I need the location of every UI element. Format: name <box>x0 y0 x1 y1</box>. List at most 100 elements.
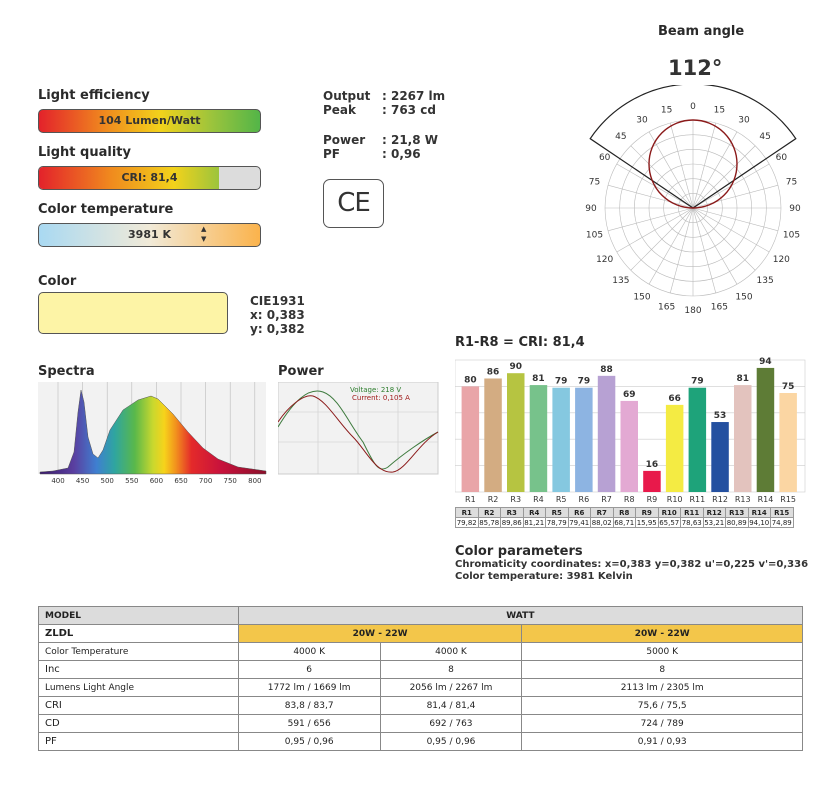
cri-category-label: R7 <box>601 495 612 504</box>
spec-value: : 21,8 W <box>382 133 438 147</box>
polar-spoke <box>692 207 779 232</box>
cri-value-label: 69 <box>623 390 636 400</box>
cri-table-value: 78,79 <box>545 517 569 528</box>
table-row: PF 0,95 / 0,96 0,95 / 0,96 0,91 / 0,93 <box>38 732 803 751</box>
cri-value-label: 75 <box>782 382 795 392</box>
spec-label: Peak <box>323 103 357 117</box>
spec-row: PF: 0,96 <box>323 147 445 161</box>
spec-label: Power <box>323 133 366 147</box>
polar-spoke <box>669 207 694 294</box>
row-cell: 5000 K <box>521 642 803 661</box>
group-2-header: 20W - 22W <box>521 624 803 643</box>
cri-table-header: R12 <box>702 507 726 518</box>
polar-angle-label: 90 <box>585 204 597 214</box>
cri-table-header: R3 <box>500 507 524 518</box>
polar-angle-label: 120 <box>596 255 613 265</box>
cri-bar <box>756 367 775 492</box>
polar-spoke <box>692 184 779 209</box>
color-swatch <box>38 292 228 334</box>
polar-angle-label: 45 <box>615 132 626 142</box>
cri-table-header: R7 <box>590 507 614 518</box>
cri-category-label: R9 <box>647 495 658 504</box>
polar-angle-label: 30 <box>636 116 648 126</box>
row-cell: 6 <box>237 660 381 679</box>
cri-value-label: 81 <box>736 374 749 384</box>
cri-bar <box>575 387 593 492</box>
row-cell: 591 / 656 <box>237 714 381 733</box>
cri-table-value: 85,78 <box>477 517 501 528</box>
row-label: PF <box>38 732 239 751</box>
polar-spoke <box>607 207 694 232</box>
color-temperature-line: Color temperature: 3981 Kelvin <box>455 571 633 582</box>
row-cell: 2056 lm / 2267 lm <box>379 678 523 697</box>
spectra-curve <box>39 389 267 475</box>
current-curve <box>278 395 439 473</box>
specs-group: Output: 2267 lm Peak: 763 cd Power : 21,8 W… <box>323 89 445 161</box>
cri-table-header: R2 <box>477 507 501 518</box>
cri-value-label: 66 <box>668 394 681 404</box>
beam-angle-title: Beam angle <box>658 24 745 39</box>
polar-spoke <box>669 122 694 209</box>
cri-bar <box>507 373 525 492</box>
voltage-curve <box>278 390 439 470</box>
polar-spoke <box>692 131 738 209</box>
polar-angle-label: 135 <box>612 276 629 286</box>
cri-bar <box>461 386 480 492</box>
cri-table-value: 15,95 <box>635 517 659 528</box>
cri-table-value: 94,10 <box>747 517 771 528</box>
polar-angle-label: 180 <box>684 306 701 316</box>
cri-value-label: 86 <box>487 367 500 377</box>
light-quality-fill <box>39 167 219 189</box>
light-quality-value: CRI: 81,4 <box>121 171 178 184</box>
polar-angle-label: 0 <box>690 102 696 112</box>
polar-angle-label: 90 <box>789 204 801 214</box>
cri-table-value: 74,89 <box>770 517 794 528</box>
cri-category-label: R15 <box>780 495 796 504</box>
polar-spoke <box>648 207 694 285</box>
spec-value: : 0,96 <box>382 147 421 161</box>
table-row: Inc 6 8 8 <box>38 660 803 679</box>
row-cell: 2113 lm / 2305 lm <box>521 678 803 697</box>
cri-value-label: 80 <box>464 375 477 385</box>
spec-table: MODEL WATT ZLDL 20W - 22W 20W - 22W Colo… <box>38 606 804 751</box>
row-cell: 8 <box>379 660 523 679</box>
polar-spoke <box>692 145 756 209</box>
polar-angle-label: 135 <box>757 276 774 286</box>
row-label: CRI <box>38 696 239 715</box>
cie-x: x: 0,383 <box>250 308 305 322</box>
cri-value-label: 53 <box>714 411 727 421</box>
polar-chart: 0 15 15 30 30 45 45 60 60 75 75 90 90 105 105 120 120 135… <box>585 85 801 316</box>
light-distribution-curve <box>648 119 738 209</box>
cri-category-label: R2 <box>488 495 499 504</box>
cri-table-header: R13 <box>725 507 749 518</box>
cri-category-label: R3 <box>510 495 521 504</box>
beam-angle-value: 112° <box>668 56 723 80</box>
light-efficiency-value: 104 Lumen/Watt <box>98 114 201 127</box>
row-cell: 4000 K <box>379 642 523 661</box>
cri-table-value: 88,02 <box>590 517 614 528</box>
cri-category-label: R12 <box>712 495 728 504</box>
polar-angle-label: 105 <box>783 230 800 240</box>
spec-row: Output: 2267 lm <box>323 89 445 103</box>
row-cell: 0,95 / 0,96 <box>237 732 381 751</box>
cri-table-header: R5 <box>545 507 569 518</box>
polar-angle-label: 75 <box>786 178 797 188</box>
spectra-tick-label: 650 <box>174 477 187 485</box>
spec-row: Peak: 763 cd <box>323 103 445 117</box>
cri-table-value: 80,89 <box>725 517 749 528</box>
color-parameters: Color parameters Chromaticity coordinate… <box>455 544 808 583</box>
spec-label: Output <box>323 89 371 103</box>
model-zldl: ZLDL <box>38 624 239 643</box>
temperature-marker-icon: ▲ ▼ <box>201 224 206 244</box>
cri-table-header: R4 <box>522 507 546 518</box>
polar-angle-label: 45 <box>759 132 770 142</box>
polar-spoke <box>692 122 717 209</box>
spectra-tick-label: 700 <box>199 477 212 485</box>
cri-chart-title: R1-R8 = CRI: 81,4 <box>455 335 585 350</box>
cri-bar-chart: 80 R1 86 R2 90 R3 81 R4 79 R5 79 R6 88 R7 69 R8 16 R9 66 R1… <box>455 357 806 504</box>
light-quality-label: Light quality <box>38 145 131 160</box>
row-cell: 75,6 / 75,5 <box>521 696 803 715</box>
cri-value-label: 79 <box>555 377 568 387</box>
current-readout: Current: 0,105 A <box>352 394 410 402</box>
table-row: CRI 83,8 / 83,7 81,4 / 81,4 75,6 / 75,5 <box>38 696 803 715</box>
